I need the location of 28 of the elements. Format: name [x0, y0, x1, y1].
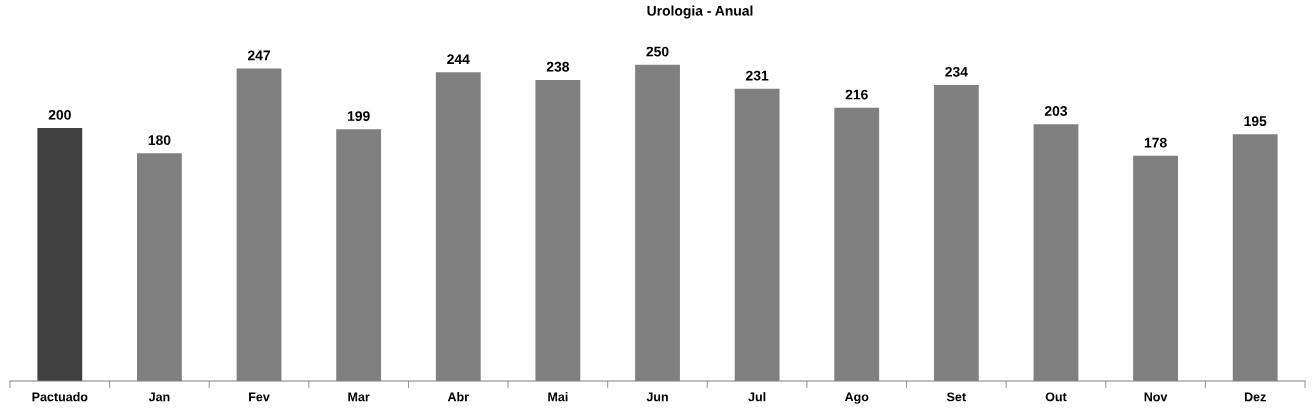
x-tick-label: Out [1045, 392, 1067, 402]
x-tick-label: Jan [148, 392, 170, 402]
x-tick-label: Nov [1144, 392, 1168, 402]
data-label: 238 [546, 61, 570, 72]
data-label: 216 [845, 89, 868, 100]
data-label: 244 [447, 54, 470, 64]
data-label: 199 [347, 111, 370, 121]
data-label: 180 [148, 135, 171, 146]
data-label: 195 [1244, 116, 1267, 127]
x-tick-label: Dez [1244, 392, 1266, 402]
x-tick-label: Fev [249, 392, 270, 402]
x-tick-label: Jul [748, 392, 766, 402]
data-label: 203 [1044, 106, 1068, 116]
data-label: 200 [48, 109, 71, 120]
x-tick-label: Ago [844, 392, 869, 404]
x-tick-label: Pactuado [32, 392, 88, 402]
x-tick-label: Abr [447, 392, 469, 402]
x-tick-label: Set [946, 392, 966, 402]
x-tick-label: Mai [548, 392, 568, 402]
x-tick-label: Jun [646, 392, 668, 402]
chart-title: Urologia - Anual [647, 5, 753, 19]
data-label: 234 [945, 66, 968, 77]
data-label: 247 [247, 50, 271, 61]
data-label: 250 [646, 46, 669, 57]
bar [37, 128, 83, 381]
x-tick-label: Mar [348, 392, 370, 402]
data-label: 231 [746, 70, 769, 81]
data-label: 178 [1144, 137, 1167, 148]
